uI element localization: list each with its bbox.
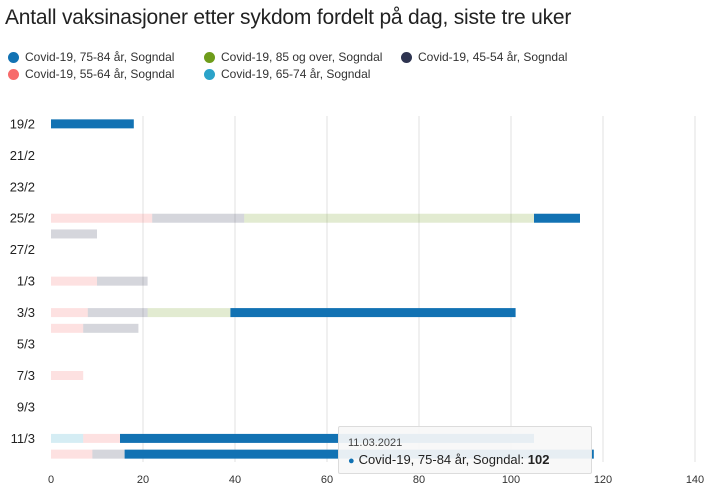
y-tick-label: 1/3	[17, 274, 35, 289]
tooltip-value: 102	[527, 452, 550, 467]
bar-segment	[51, 433, 84, 443]
chart-tooltip: 11.03.2021 ● Covid-19, 75-84 år, Sogndal:…	[338, 426, 592, 474]
y-tick-label: 27/2	[10, 242, 35, 257]
chart-title: Antall vaksinasjoner etter sykdom fordel…	[5, 6, 572, 29]
legend-label: Covid-19, 45-54 år, Sogndal	[418, 50, 568, 64]
bar-segment	[51, 449, 93, 459]
legend-dot-icon	[401, 51, 412, 63]
legend-dot-icon	[204, 51, 215, 63]
bar-segment	[83, 323, 139, 333]
bar-segment	[51, 276, 97, 286]
legend-dot-icon	[204, 68, 215, 80]
y-tick-label: 21/2	[10, 148, 35, 163]
legend-item[interactable]: Covid-19, 45-54 år, Sogndal	[401, 50, 567, 64]
legend-dot-icon	[8, 51, 19, 63]
legend-label: Covid-19, 85 og over, Sogndal	[221, 50, 383, 64]
bar-segment	[230, 308, 516, 318]
legend-label: Covid-19, 75-84 år, Sogndal	[25, 50, 175, 64]
tooltip-line: ● Covid-19, 75-84 år, Sogndal: 102	[348, 452, 591, 467]
tooltip-series-dot-icon: ●	[348, 455, 355, 467]
x-tick-label: 80	[413, 474, 425, 486]
legend-item[interactable]: Covid-19, 75-84 år, Sogndal	[8, 50, 174, 64]
bar-segment	[51, 308, 88, 318]
bar-segment	[244, 213, 534, 223]
x-tick-label: 40	[229, 474, 241, 486]
bar-segment	[87, 308, 148, 318]
legend-item[interactable]: Covid-19, 85 og over, Sogndal	[204, 50, 382, 64]
bar-segment	[51, 119, 134, 129]
x-tick-label: 60	[321, 474, 333, 486]
bar-segment	[97, 276, 148, 286]
tooltip-date: 11.03.2021	[348, 437, 403, 449]
legend-item[interactable]: Covid-19, 65-74 år, Sogndal	[204, 67, 370, 81]
bar-segment	[51, 213, 153, 223]
bar-segment	[120, 433, 534, 443]
legend-item[interactable]: Covid-19, 55-64 år, Sogndal	[8, 67, 174, 81]
x-tick-label: 0	[48, 474, 54, 486]
y-tick-label: 3/3	[17, 305, 35, 320]
bar-segment	[51, 323, 84, 333]
y-tick-label: 25/2	[10, 211, 35, 226]
y-tick-label: 19/2	[10, 116, 35, 131]
y-tick-label: 9/3	[17, 399, 35, 414]
bar-segment	[51, 229, 97, 239]
x-tick-label: 120	[594, 474, 612, 486]
bar-segment	[152, 213, 245, 223]
legend-label: Covid-19, 65-74 år, Sogndal	[221, 67, 371, 81]
bar-segment	[534, 213, 580, 223]
legend-label: Covid-19, 55-64 år, Sogndal	[25, 67, 175, 81]
bar-segment	[147, 308, 231, 318]
y-tick-label: 7/3	[17, 368, 35, 383]
x-tick-label: 140	[686, 474, 704, 486]
legend-dot-icon	[8, 68, 19, 80]
bar-segment	[83, 433, 120, 443]
y-tick-label: 23/2	[10, 179, 35, 194]
y-tick-label: 11/3	[11, 431, 35, 446]
bar-segment	[51, 371, 84, 380]
x-tick-label: 100	[502, 474, 520, 486]
tooltip-series: Covid-19, 75-84 år, Sogndal:	[358, 452, 528, 467]
y-tick-label: 5/3	[17, 337, 35, 352]
bar-segment	[92, 449, 125, 459]
x-tick-label: 20	[137, 474, 149, 486]
